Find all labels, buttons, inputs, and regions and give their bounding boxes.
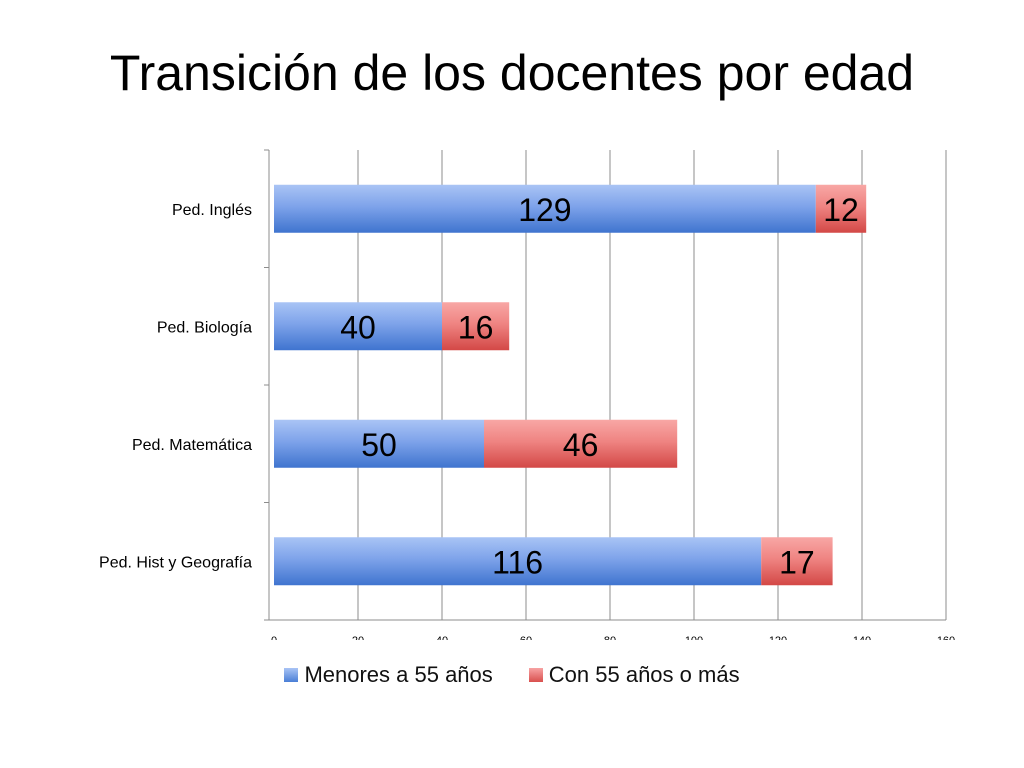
- bar-segment: [484, 419, 678, 468]
- labels-layer: 129 12 40 16 50 46 116 17: [340, 192, 859, 581]
- bar-segment: [815, 184, 867, 233]
- data-label: 16: [458, 309, 494, 345]
- x-tick-label: 160: [937, 635, 955, 640]
- legend-label: Menores a 55 años: [304, 662, 493, 687]
- data-label: 50: [361, 427, 397, 463]
- x-tick-label: 100: [685, 635, 703, 640]
- data-label: 17: [779, 544, 815, 580]
- stacked-bar-chart: 0 20 40 60 80 100 120 140 160 Ped. Inglés Ped. Bio…: [99, 149, 955, 640]
- data-label: 116: [492, 544, 543, 580]
- x-tick-label: 60: [520, 635, 532, 640]
- axis-layer: 0 20 40 60 80 100 120 140 160 Ped. Inglés Ped. Bio…: [99, 149, 955, 640]
- y-category-label: Ped. Matemática: [132, 437, 252, 454]
- x-tick-label: 80: [604, 635, 616, 640]
- legend-item-series-0: Menores a 55 años: [284, 662, 493, 688]
- chart-legend: Menores a 55 años Con 55 años o más: [0, 662, 1024, 688]
- x-tick-label: 20: [352, 635, 364, 640]
- bar-segment: [442, 302, 510, 351]
- bar-segment: [274, 184, 816, 233]
- legend-label: Con 55 años o más: [548, 662, 740, 687]
- x-tick-label: 140: [853, 635, 871, 640]
- slide-title: Transición de los docentes por edad: [109, 45, 915, 101]
- data-label: 129: [518, 192, 571, 228]
- bar-segment: [274, 537, 762, 586]
- y-category-label: Ped. Hist y Geografía: [99, 554, 252, 571]
- legend-swatch-blue: [284, 668, 299, 682]
- data-label: 12: [823, 192, 859, 228]
- bar-segment: [274, 419, 484, 468]
- y-category-label: Ped. Inglés: [172, 202, 252, 219]
- legend-item-series-1: Con 55 años o más: [528, 662, 740, 688]
- data-label: 40: [340, 309, 376, 345]
- legend-swatch-red: [528, 668, 543, 682]
- x-tick-label: 40: [436, 635, 448, 640]
- y-category-label: Ped. Biología: [157, 319, 252, 336]
- bar-segment: [274, 302, 442, 351]
- x-tick-label: 0: [271, 635, 277, 640]
- x-tick-label: 120: [769, 635, 787, 640]
- bars-layer: [274, 184, 867, 586]
- data-label: 46: [563, 427, 599, 463]
- bar-segment: [761, 537, 833, 586]
